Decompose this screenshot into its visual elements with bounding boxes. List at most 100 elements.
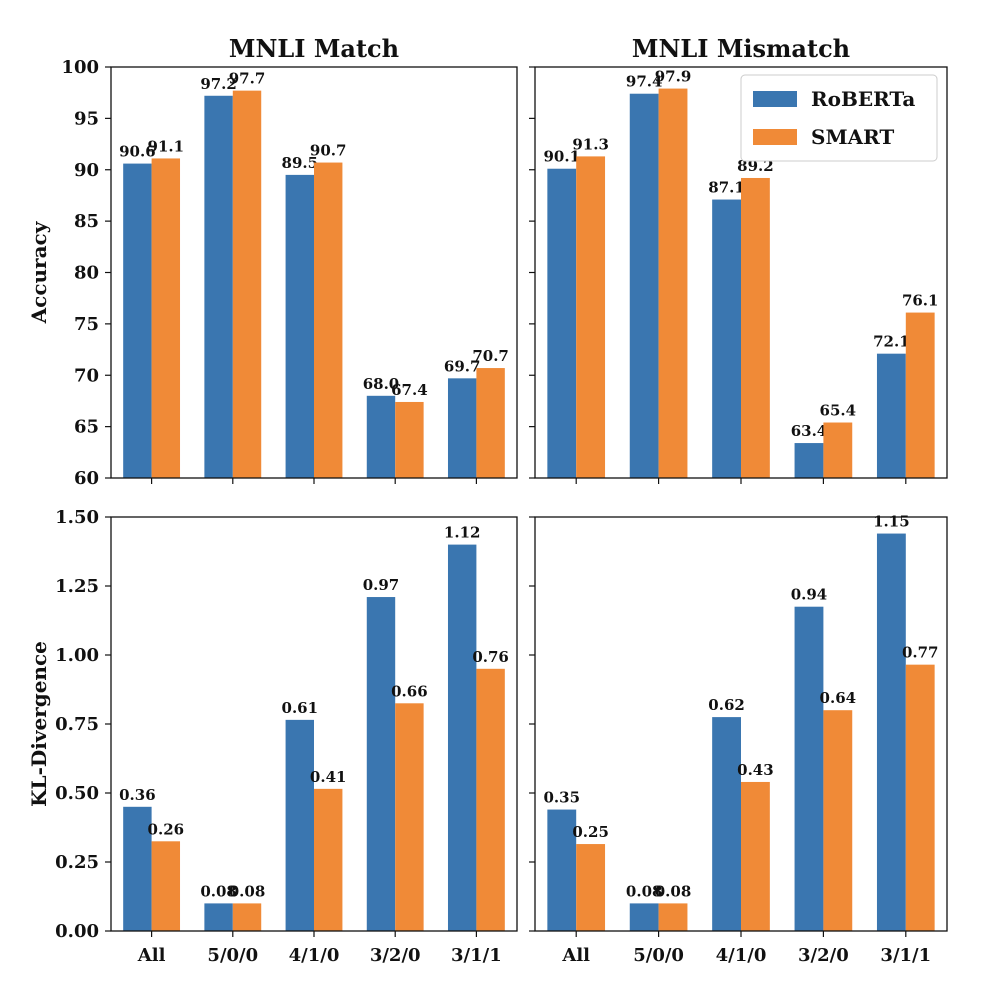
data-label: 0.08 xyxy=(229,882,266,900)
data-label: 0.36 xyxy=(119,786,156,804)
bar-smart-0 xyxy=(576,156,606,478)
bar-roberta-1 xyxy=(204,903,233,931)
x-tick-label: 3/1/1 xyxy=(880,945,931,966)
bar-smart-4 xyxy=(905,312,935,478)
y-tick-label: 100 xyxy=(61,57,99,78)
data-label: 91.1 xyxy=(148,137,185,155)
bar-smart-2 xyxy=(741,177,770,478)
bar-roberta-0 xyxy=(547,809,577,931)
data-label: 90.7 xyxy=(310,142,347,160)
bar-roberta-2 xyxy=(285,719,314,931)
data-label: 65.4 xyxy=(820,402,857,420)
bar-roberta-0 xyxy=(123,806,152,931)
bar-smart-1 xyxy=(232,90,262,478)
x-tick-label: 3/1/1 xyxy=(451,945,502,966)
data-label: 0.35 xyxy=(544,789,581,807)
plot-frame xyxy=(110,66,518,479)
y-tick-label: 1.00 xyxy=(55,645,99,666)
bar-smart-1 xyxy=(232,903,262,931)
y-tick-label: 70 xyxy=(74,365,99,386)
legend: RoBERTa SMART xyxy=(740,74,938,162)
bar-smart-4 xyxy=(476,368,505,478)
x-tick-label: 4/1/0 xyxy=(716,945,767,966)
data-label: 67.4 xyxy=(391,381,428,399)
data-label: 0.26 xyxy=(148,820,185,838)
bar-roberta-4 xyxy=(876,353,906,478)
bar-smart-0 xyxy=(151,841,181,931)
bar-smart-4 xyxy=(905,664,935,931)
data-label: 0.43 xyxy=(737,761,774,779)
data-label: 97.2 xyxy=(200,75,237,93)
y-axis-label: KL-Divergence xyxy=(27,641,51,807)
y-tick-label: 60 xyxy=(74,468,99,489)
bar-smart-0 xyxy=(576,844,606,931)
bar-roberta-4 xyxy=(876,533,906,931)
data-label: 72.1 xyxy=(873,333,910,351)
bar-roberta-2 xyxy=(712,717,741,931)
bar-roberta-3 xyxy=(366,597,396,931)
data-label: 97.7 xyxy=(229,70,266,88)
bar-roberta-3 xyxy=(366,395,396,478)
data-label: 0.08 xyxy=(655,882,692,900)
y-axis-label: Accuracy xyxy=(27,220,51,324)
chart-panel-1: 60 65 70 75 80 85 90 95 100 90.691.1 97.297.7 89.59… xyxy=(27,34,518,489)
x-tick-label: 3/2/0 xyxy=(798,945,849,966)
x-tick-label: 3/2/0 xyxy=(370,945,421,966)
data-label: 87.1 xyxy=(708,179,745,197)
y-tick-label: 75 xyxy=(74,314,99,335)
data-label: 0.25 xyxy=(572,823,609,841)
y-tick-label: 65 xyxy=(74,417,99,438)
chart-panel-3: 0.00 0.25 0.50 0.75 1.00 1.25 1.50 All 0.36 0.26 5… xyxy=(27,507,518,966)
bar-smart-2 xyxy=(741,781,770,931)
y-tick-label: 0.25 xyxy=(55,852,99,873)
x-tick-label: 4/1/0 xyxy=(289,945,340,966)
bar-smart-1 xyxy=(658,903,688,931)
y-tick-label: 0.50 xyxy=(55,783,99,804)
y-tick-label: 1.25 xyxy=(55,576,99,597)
data-label: 0.97 xyxy=(363,576,400,594)
data-label: 63.4 xyxy=(791,422,828,440)
y-tick-label: 80 xyxy=(74,263,99,284)
chart-panel-2: 90.191.397.497.987.189.263.465.472.176.1… xyxy=(529,34,948,484)
bar-roberta-2 xyxy=(712,199,741,479)
bar-roberta-1 xyxy=(629,903,659,931)
x-tick-label: All xyxy=(561,945,590,966)
data-label: 70.7 xyxy=(472,347,509,365)
data-label: 0.66 xyxy=(391,682,428,700)
data-label: 1.12 xyxy=(444,524,481,542)
bar-smart-3 xyxy=(395,703,424,931)
bar-roberta-0 xyxy=(123,163,152,478)
bar-roberta-2 xyxy=(285,174,314,478)
panel-title: MNLI Match xyxy=(229,34,399,63)
data-label: 0.76 xyxy=(472,648,509,666)
data-label: 1.15 xyxy=(873,513,910,531)
legend-swatch-roberta xyxy=(753,91,797,107)
y-tick-label: 0.00 xyxy=(55,921,99,942)
legend-swatch-smart xyxy=(753,129,797,145)
bar-roberta-3 xyxy=(794,606,824,931)
data-label: 76.1 xyxy=(902,292,939,310)
x-tick-label: 5/0/0 xyxy=(633,945,684,966)
plot-frame xyxy=(534,66,948,479)
data-label: 0.62 xyxy=(708,696,745,714)
plot-frame xyxy=(534,516,948,932)
data-label: 0.08 xyxy=(200,882,237,900)
data-label: 0.64 xyxy=(820,689,857,707)
data-label: 97.4 xyxy=(626,73,663,91)
bar-smart-1 xyxy=(658,88,688,478)
legend-label-roberta: RoBERTa xyxy=(811,87,915,111)
bar-roberta-4 xyxy=(447,544,477,931)
data-label: 89.5 xyxy=(282,154,319,172)
bar-roberta-1 xyxy=(629,93,659,478)
x-tick-label: 5/0/0 xyxy=(207,945,258,966)
bar-roberta-0 xyxy=(547,168,577,478)
y-tick-label: 90 xyxy=(74,160,99,181)
data-label: 90.6 xyxy=(119,143,156,161)
bar-smart-3 xyxy=(823,422,853,478)
x-tick-label: All xyxy=(137,945,166,966)
data-label: 0.77 xyxy=(902,644,939,662)
bar-roberta-4 xyxy=(447,378,477,478)
panel-title: MNLI Mismatch xyxy=(632,34,850,63)
data-label: 90.1 xyxy=(544,148,581,166)
y-tick-label: 1.50 xyxy=(55,507,99,528)
